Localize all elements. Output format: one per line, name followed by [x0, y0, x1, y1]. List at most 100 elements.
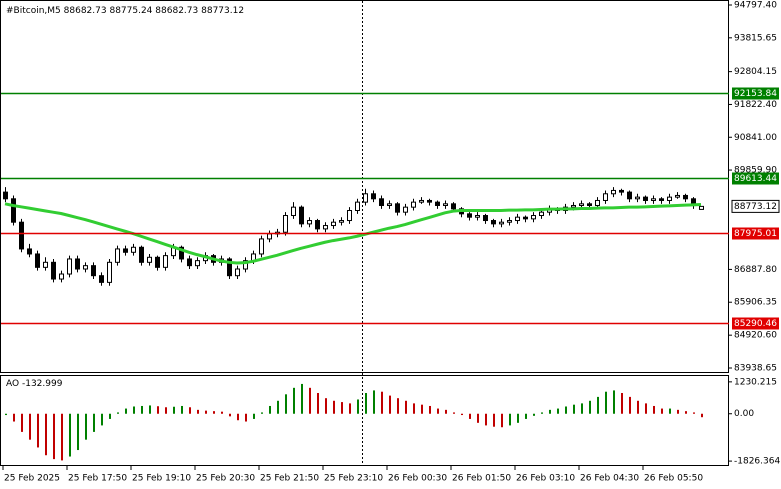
level-label-bg — [732, 172, 779, 185]
candle-body — [627, 191, 632, 200]
candle-body — [91, 265, 96, 277]
candle-body — [307, 220, 312, 225]
candle-body — [451, 203, 456, 210]
candle-body — [131, 246, 136, 253]
y-tick-label: 90841.00 — [734, 133, 777, 143]
ao-bar — [605, 391, 607, 414]
ao-bar — [229, 413, 231, 417]
candle-body — [507, 220, 512, 223]
candle-body — [683, 194, 688, 200]
ao-bar — [557, 408, 559, 414]
level-label-bg — [732, 87, 779, 100]
ao-bar — [253, 413, 255, 419]
ao-bar — [405, 400, 407, 414]
ao-bar — [485, 413, 487, 426]
candle-body — [467, 213, 472, 218]
candle-body — [107, 261, 112, 283]
x-tick-label: 26 Feb 00:30 — [388, 474, 447, 484]
ao-bar — [165, 407, 167, 414]
candle-body — [491, 220, 496, 225]
candle-body — [595, 199, 600, 206]
candle-body — [19, 221, 24, 250]
candle-body — [235, 268, 240, 277]
ao-bar — [693, 412, 695, 414]
candle-body — [195, 260, 200, 267]
chart-title: #Bitcoin,M5 88682.73 88775.24 88682.73 8… — [6, 6, 244, 16]
candle-body — [299, 206, 304, 225]
x-tick-label: 25 Feb 21:50 — [260, 474, 319, 484]
candle-body — [611, 189, 616, 195]
candle-body — [435, 201, 440, 206]
ao-bar — [541, 412, 543, 414]
ao-bar — [77, 413, 79, 451]
ao-bar — [325, 398, 327, 414]
ao-bar — [237, 413, 239, 421]
ao-bar — [453, 412, 455, 414]
candle-body — [579, 203, 584, 206]
candle-body — [667, 196, 672, 201]
level-label: 89613.44 — [734, 174, 777, 184]
candle-body — [243, 260, 248, 270]
candle-body — [147, 256, 152, 263]
ao-bar — [581, 403, 583, 414]
ao-bar — [437, 408, 439, 414]
candle-body — [379, 198, 384, 206]
candle-body — [75, 258, 80, 270]
candle-body — [43, 261, 48, 268]
ao-bar — [21, 413, 23, 432]
candle-body — [643, 196, 648, 201]
candle-body — [123, 248, 128, 253]
ao-bar — [357, 399, 359, 414]
current-price-label: 88773.12 — [734, 202, 777, 212]
candle-body — [523, 216, 528, 220]
ao-bar — [69, 413, 71, 457]
ao-bar — [613, 390, 615, 414]
candle-body — [651, 198, 656, 201]
x-tick-label: 25 Feb 17:50 — [68, 474, 127, 484]
ao-name: AO — [6, 379, 19, 389]
candle-body — [283, 215, 288, 233]
candle-body — [635, 196, 640, 200]
ao-bar — [373, 390, 375, 414]
x-tick-label: 25 Feb 2025 — [4, 474, 60, 484]
candle-body — [139, 246, 144, 263]
ao-bar — [29, 413, 31, 440]
ao-bar — [565, 406, 567, 414]
y-tick-label: 93815.65 — [734, 33, 777, 43]
ao-bar — [621, 393, 623, 414]
candle-body — [443, 203, 448, 206]
ao-bar — [349, 403, 351, 414]
symbol: #Bitcoin,M5 — [6, 6, 61, 16]
ao-bar — [301, 383, 303, 414]
ao-bar — [157, 406, 159, 414]
candle-body — [67, 258, 72, 275]
ao-bar — [141, 405, 143, 414]
candle-body — [475, 215, 480, 218]
ao-bar — [509, 413, 511, 426]
ao-bar — [517, 413, 519, 423]
candle-body — [531, 215, 536, 220]
ao-bar — [261, 412, 263, 414]
ao-bar — [85, 413, 87, 440]
candle-body — [659, 198, 664, 201]
candle-body — [227, 258, 232, 277]
candle-body — [11, 198, 16, 223]
candle-body — [419, 199, 424, 203]
ao-bar — [653, 405, 655, 414]
ao-bar — [317, 393, 319, 414]
candle-body — [155, 256, 160, 268]
ao-bar — [93, 413, 95, 432]
ao-bar — [501, 413, 503, 428]
ao-bar — [365, 393, 367, 414]
y-tick-label: 86887.80 — [734, 265, 777, 275]
ao-bar — [197, 409, 199, 414]
ao-bar — [293, 387, 295, 414]
candle-body — [83, 265, 88, 270]
ao-bar — [685, 411, 687, 414]
y-tick-label: 1230.215 — [734, 377, 777, 387]
y-tick-label: 0.00 — [734, 409, 754, 419]
ao-bar — [117, 412, 119, 414]
ao-bar — [629, 396, 631, 414]
y-tick-label: 89859.90 — [734, 166, 777, 176]
